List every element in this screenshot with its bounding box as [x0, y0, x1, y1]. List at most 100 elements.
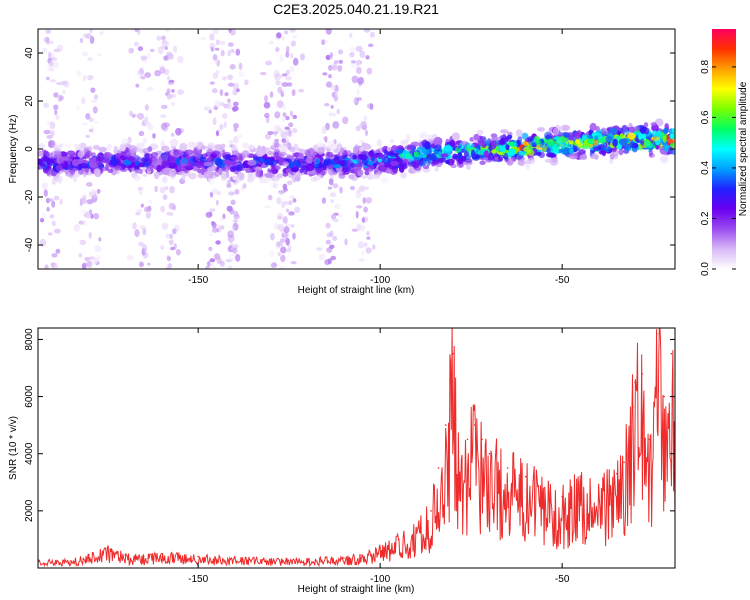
heatmap-cell [49, 214, 55, 219]
heatmap-cell [147, 262, 151, 266]
heatmap-cell [99, 31, 104, 35]
heatmap-cell [358, 139, 365, 144]
heatmap-cell [277, 224, 285, 231]
heatmap-cell [91, 99, 98, 103]
heatmap-cell [352, 154, 357, 160]
heatmap-cell [316, 141, 324, 148]
heatmap-cell [334, 91, 338, 98]
heatmap-cell [512, 142, 518, 147]
snr-point [124, 554, 127, 556]
heatmap-cell [333, 164, 342, 169]
heatmap-cell [310, 176, 318, 182]
heatmap-cell [321, 197, 326, 204]
heatmap-cell [288, 161, 295, 169]
heatmap-cell [457, 158, 464, 165]
heatmap-cell [96, 188, 101, 194]
heatmap-cell [46, 37, 50, 45]
heatmap-cell [38, 143, 45, 150]
heatmap-cell [50, 130, 55, 137]
snr-point [379, 547, 382, 549]
heatmap-cell [64, 143, 72, 148]
heatmap-cell [390, 160, 399, 167]
heatmap-cell [276, 32, 282, 39]
heatmap-cell [295, 174, 301, 182]
heatmap-cell [330, 192, 337, 198]
heatmap-cell [139, 225, 147, 230]
snr-point [270, 558, 272, 561]
heatmap-cell [324, 103, 330, 107]
heatmap-cell [552, 127, 560, 136]
heatmap-cell [216, 59, 220, 67]
heatmap-cell [628, 126, 636, 133]
heatmap-cell [257, 145, 262, 154]
heatmap-cell [252, 155, 258, 161]
heatmap-cell [325, 222, 331, 229]
x-tick-label: -150 [188, 574, 208, 585]
heatmap-cell [269, 41, 274, 45]
heatmap-cell [76, 70, 82, 77]
heatmap-cell [203, 171, 212, 179]
heatmap-cell [50, 57, 58, 61]
heatmap-cell [150, 152, 159, 158]
heatmap-cell [214, 253, 221, 260]
heatmap-cell [290, 52, 294, 59]
heatmap-cell [138, 186, 144, 191]
heatmap-cell [53, 104, 59, 110]
snr-point [474, 424, 476, 426]
heatmap-cell [290, 224, 295, 228]
y-tick-label: -40 [24, 237, 35, 252]
heatmap-cell [229, 253, 236, 262]
heatmap-cell [652, 130, 658, 137]
heatmap-cell [85, 150, 93, 158]
heatmap-cell [144, 121, 152, 127]
heatmap-cell [355, 190, 362, 199]
heatmap-cell [332, 235, 338, 242]
heatmap-cell [228, 191, 235, 196]
heatmap-cell [141, 157, 149, 163]
heatmap-cell [233, 101, 239, 107]
heatmap-cell [264, 112, 270, 118]
heatmap-cell [366, 67, 373, 75]
heatmap-cell [517, 160, 526, 167]
heatmap-cell [341, 166, 347, 176]
heatmap-cell [355, 205, 363, 209]
heatmap-cell [400, 139, 409, 146]
heatmap-cell [172, 228, 177, 235]
heatmap-cell [156, 164, 162, 173]
heatmap-cell [53, 195, 60, 201]
heatmap-cell [46, 76, 50, 81]
heatmap-cell [233, 213, 240, 220]
heatmap-cell [209, 208, 216, 212]
heatmap-cell [235, 164, 243, 172]
heatmap-cell [317, 163, 323, 168]
heatmap-cell [285, 115, 290, 121]
heatmap-cell [92, 144, 100, 150]
heatmap-cell [167, 53, 174, 60]
x-tick-label: -50 [555, 574, 570, 585]
heatmap-cell [521, 132, 529, 140]
heatmap-cell [322, 72, 328, 76]
heatmap-cell [640, 138, 645, 146]
heatmap-cell [484, 150, 489, 158]
heatmap-cell [277, 252, 281, 257]
heatmap-cell [54, 109, 58, 116]
heatmap-cell [210, 263, 214, 267]
heatmap-cell [141, 248, 146, 256]
heatmap-cell [232, 144, 238, 150]
heatmap-cell [52, 262, 58, 269]
heatmap-cell [152, 133, 156, 139]
heatmap-cell [173, 243, 177, 250]
heatmap-cell [173, 45, 178, 53]
x-tick-label: -150 [188, 275, 208, 286]
heatmap-cell [232, 222, 239, 231]
heatmap-cell [47, 51, 52, 59]
heatmap-cell [177, 56, 184, 63]
heatmap-cell [43, 189, 48, 197]
heatmap-cell [325, 239, 332, 245]
heatmap-cell [214, 47, 220, 51]
heatmap-cell [364, 242, 368, 248]
heatmap-cell [291, 35, 298, 39]
heatmap-cell [562, 147, 571, 156]
heatmap-cell [45, 29, 51, 34]
heatmap-cell [170, 169, 177, 178]
